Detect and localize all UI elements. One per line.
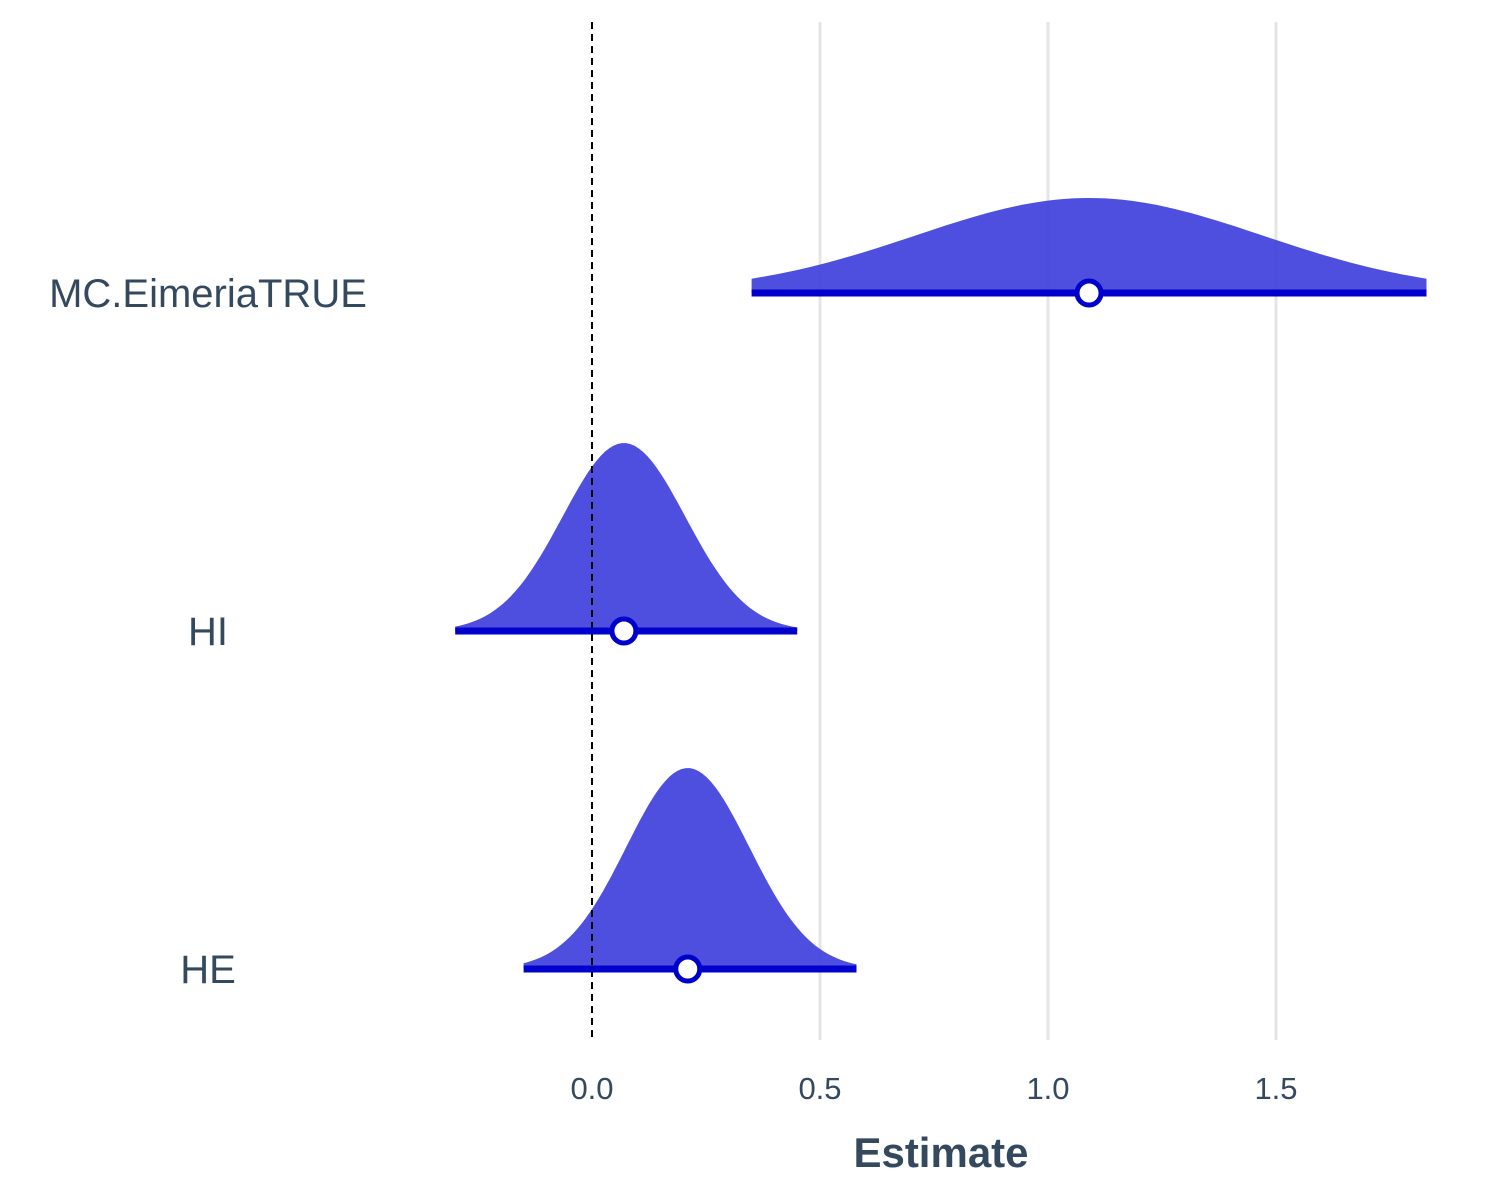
y-tick-label: HE xyxy=(180,948,236,992)
point-HE xyxy=(673,954,703,984)
x-tick-label: 0.5 xyxy=(798,1071,841,1106)
gridlines xyxy=(818,22,1278,1040)
x-tick-label: 1.0 xyxy=(1026,1071,1069,1106)
point-HI xyxy=(609,616,639,646)
density-HE xyxy=(523,768,857,969)
x-axis-tick-labels: 0.0 0.5 1.0 1.5 xyxy=(570,1071,1297,1106)
density-MC.EimeriaTRUE xyxy=(751,198,1427,293)
density-areas xyxy=(455,198,1427,969)
x-tick-label: 1.5 xyxy=(1254,1071,1297,1106)
density-HI xyxy=(455,443,798,631)
y-tick-label: HI xyxy=(188,610,228,654)
interval-bars xyxy=(455,289,1427,973)
x-axis-label: Estimate xyxy=(853,1129,1028,1176)
estimate-points xyxy=(609,278,1104,984)
y-axis-tick-labels: MC.EimeriaTRUE HI HE xyxy=(49,272,367,992)
point-MC.EimeriaTRUE xyxy=(1074,278,1104,308)
y-tick-label: MC.EimeriaTRUE xyxy=(49,272,367,316)
x-tick-label: 0.0 xyxy=(570,1071,613,1106)
